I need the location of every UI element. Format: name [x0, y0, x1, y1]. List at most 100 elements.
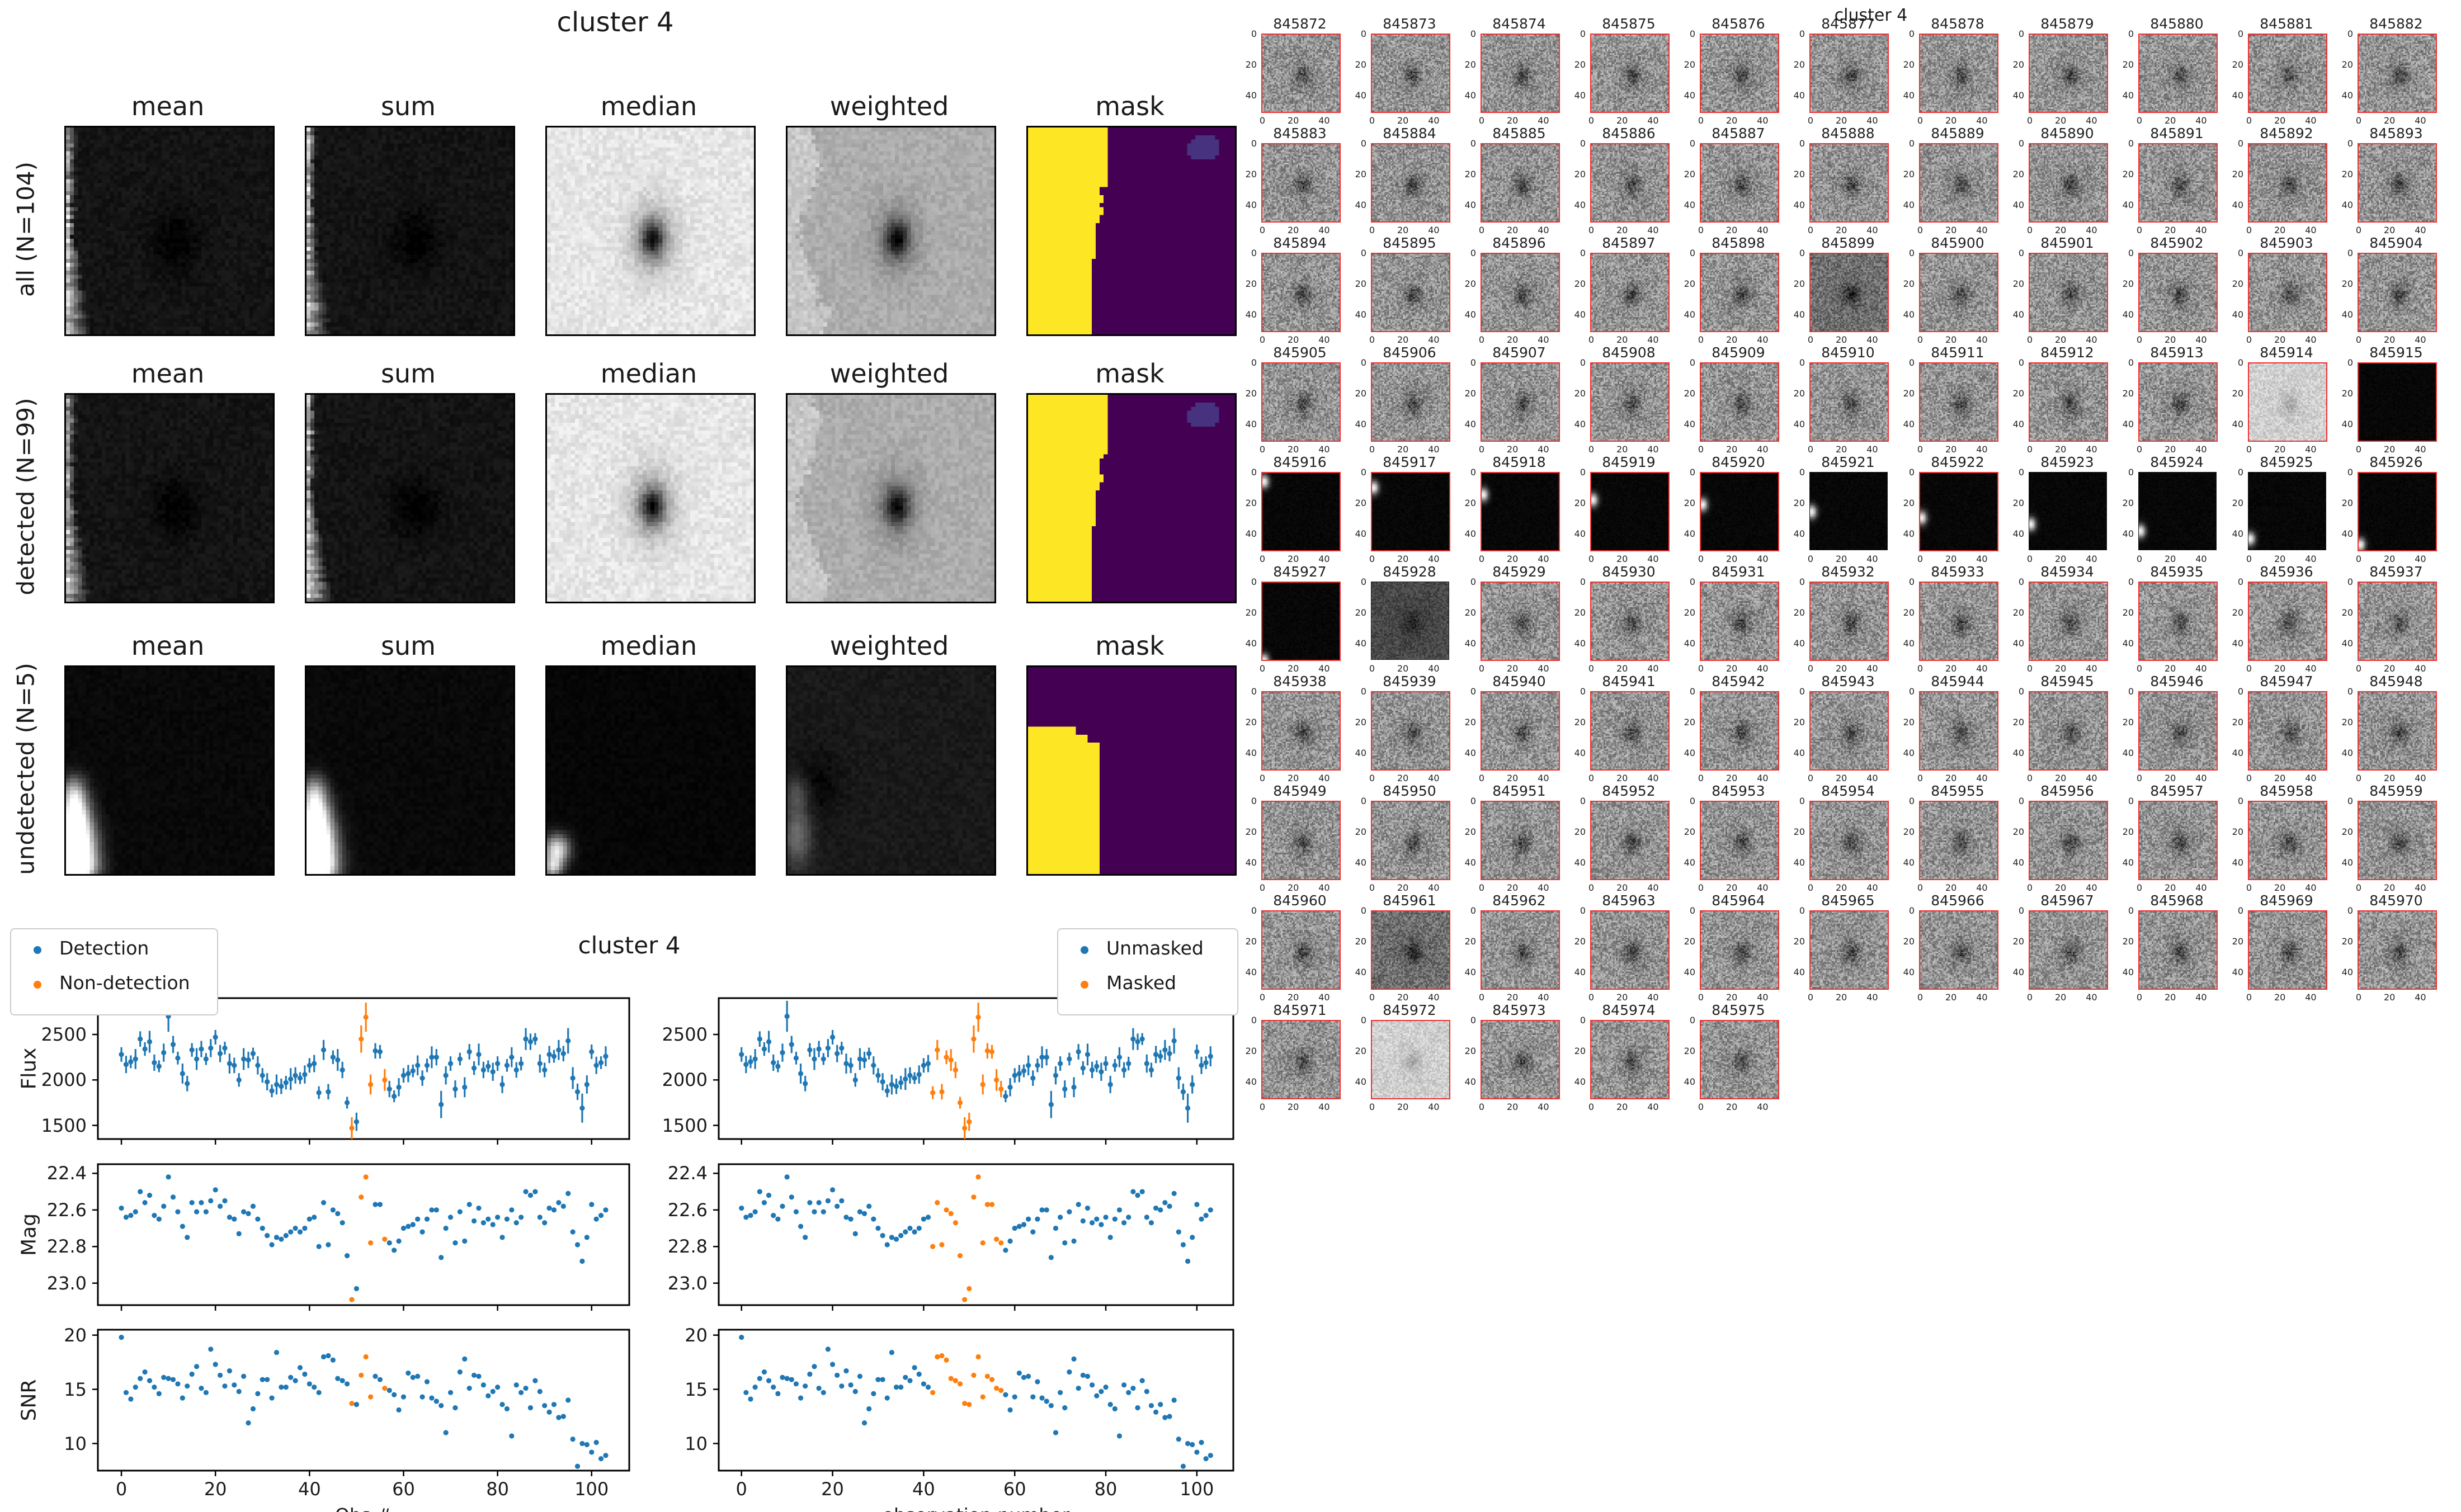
cutout-ytick-label: 0	[2237, 686, 2243, 697]
cutout-title: 845886	[1602, 125, 1656, 141]
cutout-xtick-label: 20	[2274, 115, 2286, 126]
cutout-xtick-label: 0	[1807, 663, 1814, 674]
cutout-xtick-label: 40	[2195, 334, 2207, 345]
cutout-ytick-label: 0	[2347, 467, 2353, 478]
cutout-xtick-label: 40	[2415, 882, 2426, 893]
cutout-title: 845950	[1383, 783, 1436, 799]
stack-column-title: mean	[131, 631, 205, 661]
cutout-title: 845888	[1821, 125, 1875, 141]
xtick-label: 0	[115, 1478, 128, 1500]
cutout-ytick-label: 40	[1793, 309, 1805, 320]
cutout-ytick-label: 40	[2012, 857, 2024, 868]
cutout-ytick-label: 20	[1245, 717, 1257, 728]
cutout-ytick-label: 0	[1470, 686, 1476, 697]
cutout-xtick-label: 0	[2355, 334, 2362, 345]
cutout-xtick-label: 40	[1866, 334, 1878, 345]
cutout-ytick-label: 40	[1903, 638, 1915, 649]
cutout-xtick-label: 40	[2415, 225, 2426, 235]
cutout-xtick-label: 40	[1318, 115, 1330, 126]
cutout-xtick-label: 20	[1836, 663, 1847, 674]
cutout-title: 845943	[1821, 673, 1875, 689]
cutout-ytick-label: 0	[2128, 138, 2134, 149]
cutout-ytick-label: 40	[2341, 638, 2353, 649]
cutout-title: 845879	[2040, 16, 2094, 32]
cutout-ytick-label: 0	[2347, 29, 2353, 39]
cutout-xtick-label: 0	[1917, 334, 1923, 345]
cutout-image	[1261, 801, 1341, 880]
cutout-ytick-label: 0	[2128, 467, 2134, 478]
cutout-ytick-label: 40	[2122, 90, 2134, 101]
cutout-ytick-label: 20	[1245, 278, 1257, 290]
cutout-xtick-label: 40	[2305, 882, 2317, 893]
cutout-xtick-label: 0	[1588, 663, 1595, 674]
cutout-image	[2029, 801, 2108, 880]
xtick-label: 60	[392, 1478, 415, 1500]
cutout-xtick-label: 20	[1726, 554, 1738, 564]
stack-panel-image-maskdet	[1026, 393, 1237, 603]
cutout-image	[1261, 582, 1341, 661]
cutout-xtick-label: 40	[2195, 992, 2207, 1003]
cutout-xtick-label: 0	[2246, 663, 2252, 674]
cutout-xtick-label: 0	[1478, 882, 1485, 893]
stack-row-label-text: undetected (N=5)	[12, 663, 40, 875]
ytick-label: 22.6	[46, 1199, 87, 1221]
cutout-ytick-label: 40	[1574, 1076, 1586, 1088]
cutout-xtick-label: 40	[1976, 663, 1988, 674]
cutout-title: 845937	[2369, 564, 2423, 580]
cutout-ytick-label: 40	[1245, 528, 1257, 540]
cutout-ytick-label: 20	[2012, 278, 2024, 290]
cutout-xtick-label: 20	[1726, 773, 1738, 783]
cutout-image	[1919, 472, 1998, 551]
cutout-image	[1919, 34, 1998, 113]
stack-panel-image-edge	[305, 126, 515, 336]
cutout-ytick-label: 20	[2122, 278, 2134, 290]
cutout-ytick-label: 20	[1355, 717, 1366, 728]
cutout-title: 845908	[1602, 344, 1656, 361]
cutout-xtick-label: 20	[1945, 115, 1957, 126]
cutout-ytick-label: 20	[2012, 826, 2024, 838]
cutout-xtick-label: 20	[1945, 554, 1957, 564]
stack-row-label-text: all (N=104)	[12, 162, 40, 297]
cutout-ytick-label: 0	[1360, 905, 1366, 916]
cutout-xtick-label: 40	[1318, 663, 1330, 674]
cutout-xtick-label: 0	[1369, 444, 1375, 455]
cutout-ytick-label: 20	[1903, 826, 1915, 838]
cutout-ytick-label: 0	[2237, 357, 2243, 368]
cutout-xtick-label: 40	[1318, 1102, 1330, 1112]
cutout-ytick-label: 0	[2237, 467, 2243, 478]
cutout-xtick-label: 0	[1917, 773, 1923, 783]
cutout-image	[2138, 362, 2218, 442]
cutout-xtick-label: 0	[2026, 334, 2033, 345]
cutout-xtick-label: 20	[1726, 1102, 1738, 1112]
cutout-xtick-label: 40	[1318, 992, 1330, 1003]
cutout-ytick-label: 40	[1684, 638, 1695, 649]
cutout-ytick-label: 20	[1464, 936, 1476, 947]
stack-column-title: sum	[381, 631, 436, 661]
cutout-ytick-label: 40	[1793, 528, 1805, 540]
cutout-ytick-label: 20	[1355, 388, 1366, 399]
cutout-xtick-label: 20	[1945, 992, 1957, 1003]
cutout-xtick-label: 40	[1757, 334, 1769, 345]
cutout-image	[1481, 801, 1560, 880]
cutout-xtick-label: 20	[1288, 115, 1299, 126]
cutout-image	[2248, 691, 2327, 771]
cutout-ytick-label: 0	[1689, 905, 1695, 916]
cutout-ytick-label: 20	[1355, 826, 1366, 838]
cutout-xtick-label: 20	[1507, 334, 1519, 345]
ytick-label: 15	[64, 1378, 87, 1400]
cutout-title: 845954	[1821, 783, 1875, 799]
cutout-ytick-label: 20	[1464, 717, 1476, 728]
cutout-xtick-label: 20	[1726, 992, 1738, 1003]
cutout-ytick-label: 0	[1580, 248, 1586, 258]
cutout-xtick-label: 0	[1259, 225, 1266, 235]
cutout-ytick-label: 20	[1245, 388, 1257, 399]
cutout-title: 845926	[2369, 454, 2423, 470]
cutout-xtick-label: 0	[2355, 554, 2362, 564]
cutout-ytick-label: 40	[1903, 309, 1915, 320]
cutout-xtick-label: 20	[1507, 444, 1519, 455]
cutout-ytick-label: 40	[1684, 419, 1695, 430]
cutout-ytick-label: 20	[2232, 607, 2243, 618]
x-axis-label: observation number	[719, 1504, 1233, 1512]
cutout-title: 845893	[2369, 125, 2423, 141]
cutout-ytick-label: 0	[1799, 686, 1805, 697]
